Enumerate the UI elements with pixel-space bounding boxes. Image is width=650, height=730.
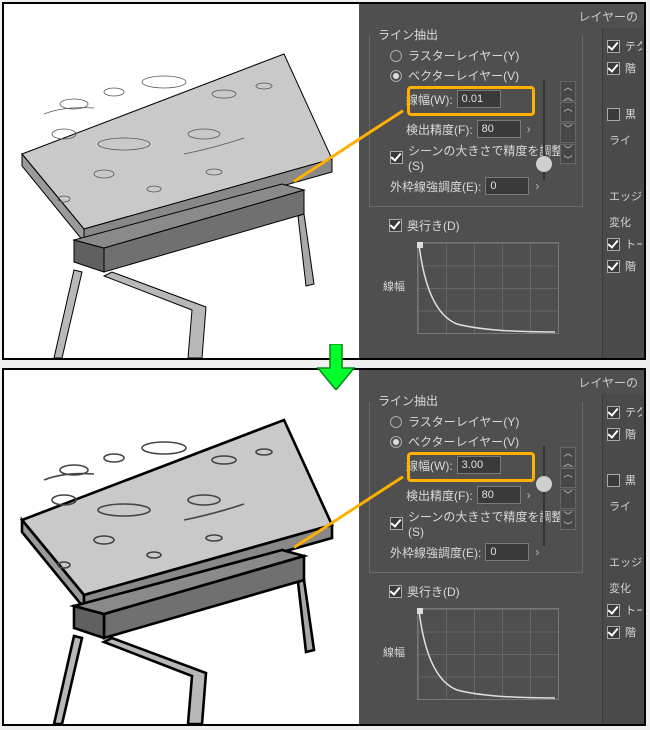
group-title-line-extraction: ライン抽出: [374, 26, 442, 43]
opt-tone[interactable]: トー: [607, 236, 642, 252]
line-width-input-top[interactable]: [457, 90, 501, 108]
properties-panel-top: レイヤーの ライン抽出 ラスターレイヤー(Y) ベクターレイヤー(V) 線幅(W…: [359, 4, 644, 358]
opt-tone[interactable]: トー: [607, 602, 642, 618]
desk-render-thin: [4, 4, 359, 358]
depth-curve-editor[interactable]: 線幅: [417, 608, 557, 698]
detect-precision-label: 検出精度(F):: [406, 487, 473, 504]
right-options-strip: テク 階 黒 ライ エッジ 変化 トー 階: [602, 28, 644, 358]
slider-track: [543, 446, 545, 546]
curve-line: [417, 242, 559, 334]
opt-stage2[interactable]: 階: [607, 624, 642, 640]
radio-icon: [390, 416, 402, 428]
slider-thumb[interactable]: [536, 476, 552, 492]
curve-line: [417, 608, 559, 700]
slider-steppers: ︿︿ ︿ ﹀ ﹀﹀: [560, 446, 578, 531]
radio-label: ベクターレイヤー(V): [408, 433, 519, 450]
radio-icon: [390, 70, 402, 82]
checkbox-icon: [607, 428, 620, 441]
desk-render-thick: [4, 370, 359, 724]
radio-icon: [390, 50, 402, 62]
line-width-slider[interactable]: [534, 80, 554, 180]
arrow-down-icon: [316, 344, 356, 390]
curve-axis-label: 線幅: [383, 644, 405, 660]
curve-axis-label: 線幅: [383, 278, 405, 294]
properties-panel-bottom: レイヤーの ライン抽出 ラスターレイヤー(Y) ベクターレイヤー(V) 線幅(W…: [359, 370, 644, 724]
line-width-label: 線幅(W):: [406, 91, 453, 108]
comparison-frame-bottom: レイヤーの ライン抽出 ラスターレイヤー(Y) ベクターレイヤー(V) 線幅(W…: [2, 368, 646, 726]
right-options-strip: テク 階 黒 ライ エッジ 変化 トー 階: [602, 394, 644, 724]
checkbox-icon: [390, 517, 403, 530]
opt-stage[interactable]: 階: [607, 426, 642, 442]
radio-icon: [390, 436, 402, 448]
panel-title: レイヤーの: [578, 374, 638, 391]
outline-emphasis-label: 外枠線強調度(E):: [390, 544, 481, 561]
slider-up-double-icon[interactable]: ︿︿: [560, 447, 576, 467]
detect-precision-label: 検出精度(F):: [406, 121, 473, 138]
opt-light-label: ライ: [609, 132, 642, 148]
depth-label: 奥行き(D): [407, 583, 460, 600]
outline-emphasis-label: 外枠線強調度(E):: [390, 178, 481, 195]
detect-precision-input[interactable]: [477, 486, 521, 504]
line-width-input-bottom[interactable]: [457, 456, 501, 474]
checkbox-icon: [607, 626, 620, 639]
opt-change-label: 変化: [609, 580, 642, 596]
outline-emphasis-input[interactable]: [485, 177, 529, 195]
line-width-slider[interactable]: [534, 446, 554, 546]
opt-change-label: 変化: [609, 214, 642, 230]
line-width-label: 線幅(W):: [406, 457, 453, 474]
radio-label: ラスターレイヤー(Y): [408, 413, 519, 430]
radio-label: ラスターレイヤー(Y): [408, 47, 519, 64]
checkbox-icon: [607, 238, 620, 251]
canvas-preview-top: [4, 4, 359, 358]
radio-raster-layer[interactable]: ラスターレイヤー(Y): [390, 413, 578, 430]
depth-curve-editor[interactable]: 線幅: [417, 242, 557, 332]
checkbox-icon: [607, 406, 620, 419]
opt-light-label: ライ: [609, 498, 642, 514]
canvas-preview-bottom: [4, 370, 359, 724]
slider-up-icon[interactable]: ︿: [560, 102, 576, 122]
checkbox-icon: [390, 151, 403, 164]
slider-down-double-icon[interactable]: ﹀﹀: [560, 510, 576, 530]
opt-edge-label: エッジ: [609, 188, 642, 204]
opt-black[interactable]: 黒: [607, 106, 642, 122]
chevron-right-icon[interactable]: ›: [535, 179, 539, 193]
checkbox-icon: [607, 40, 620, 53]
opt-texture[interactable]: テク: [607, 38, 642, 54]
checkbox-icon: [607, 260, 620, 273]
slider-up-double-icon[interactable]: ︿︿: [560, 81, 576, 101]
slider-down-icon[interactable]: ﹀: [560, 489, 576, 509]
opt-black[interactable]: 黒: [607, 472, 642, 488]
opt-edge-label: エッジ: [609, 554, 642, 570]
radio-raster-layer[interactable]: ラスターレイヤー(Y): [390, 47, 578, 64]
line-extraction-group: ライン抽出 ラスターレイヤー(Y) ベクターレイヤー(V) 線幅(W): 検出精…: [369, 402, 583, 573]
chevron-right-icon[interactable]: ›: [535, 545, 539, 559]
checkbox-icon: [607, 62, 620, 75]
panel-title: レイヤーの: [578, 8, 638, 25]
checkbox-icon: [607, 604, 620, 617]
detect-precision-input[interactable]: [477, 120, 521, 138]
group-title-line-extraction: ライン抽出: [374, 392, 442, 409]
slider-steppers: ︿︿ ︿ ﹀ ﹀﹀: [560, 80, 578, 165]
opt-stage2[interactable]: 階: [607, 258, 642, 274]
checkbox-icon: [607, 108, 620, 121]
opt-stage[interactable]: 階: [607, 60, 642, 76]
chevron-right-icon[interactable]: ›: [527, 122, 531, 136]
slider-down-icon[interactable]: ﹀: [560, 123, 576, 143]
outline-emphasis-input[interactable]: [485, 543, 529, 561]
depth-label: 奥行き(D): [407, 217, 460, 234]
opt-texture[interactable]: テク: [607, 404, 642, 420]
radio-label: ベクターレイヤー(V): [408, 67, 519, 84]
checkbox-icon: [389, 585, 402, 598]
checkbox-icon: [607, 474, 620, 487]
slider-up-icon[interactable]: ︿: [560, 468, 576, 488]
comparison-frame-top: レイヤーの ライン抽出 ラスターレイヤー(Y) ベクターレイヤー(V) 線幅(W…: [2, 2, 646, 360]
chevron-right-icon[interactable]: ›: [527, 488, 531, 502]
slider-thumb[interactable]: [536, 156, 552, 172]
slider-down-double-icon[interactable]: ﹀﹀: [560, 144, 576, 164]
line-extraction-group: ライン抽出 ラスターレイヤー(Y) ベクターレイヤー(V) 線幅(W): 検出精…: [369, 36, 583, 207]
checkbox-icon: [389, 219, 402, 232]
